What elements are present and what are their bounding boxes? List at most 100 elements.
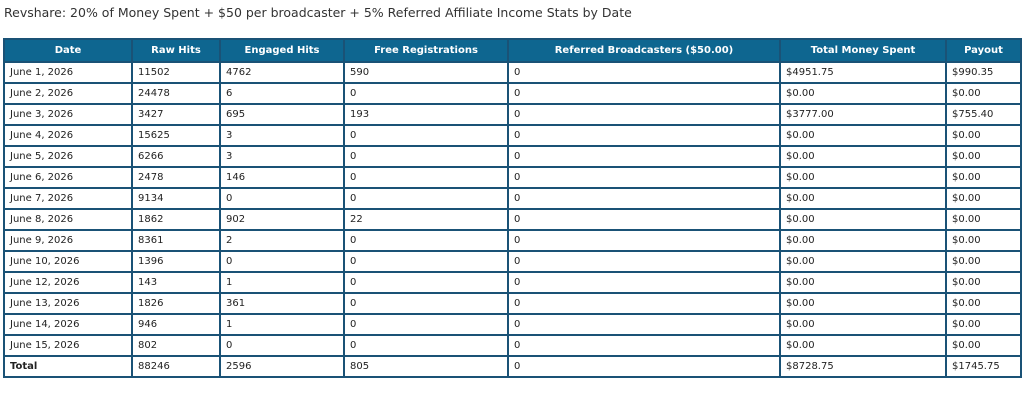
cell-total-money-spent: $3777.00: [779, 103, 947, 126]
cell-date: June 15, 2026: [3, 334, 133, 357]
cell-free-registrations: 0: [343, 166, 509, 189]
cell-raw-hits: 802: [131, 334, 221, 357]
table-row: June 3, 2026 3427 695 193 0 $3777.00 $755.40: [3, 103, 1022, 126]
cell-payout: $0.00: [945, 124, 1022, 147]
table-row: June 6, 2026 2478 146 0 0 $0.00 $0.00: [3, 166, 1022, 189]
cell-engaged-hits: 695: [219, 103, 345, 126]
cell-date: June 2, 2026: [3, 82, 133, 105]
cell-engaged-hits: 3: [219, 124, 345, 147]
column-header-referred-broadcasters: Referred Broadcasters ($50.00): [507, 38, 781, 63]
cell-total-money-spent: $0.00: [779, 250, 947, 273]
cell-referred-broadcasters: 0: [507, 208, 781, 231]
cell-referred-broadcasters: 0: [507, 187, 781, 210]
cell-engaged-hits: 361: [219, 292, 345, 315]
cell-payout: $0.00: [945, 82, 1022, 105]
cell-raw-hits: 1826: [131, 292, 221, 315]
cell-free-registrations: 0: [343, 292, 509, 315]
cell-engaged-hits: 4762: [219, 61, 345, 84]
table-row: June 13, 2026 1826 361 0 0 $0.00 $0.00: [3, 292, 1022, 315]
cell-total-money-spent: $0.00: [779, 187, 947, 210]
table-row: June 9, 2026 8361 2 0 0 $0.00 $0.00: [3, 229, 1022, 252]
total-engaged-hits: 2596: [219, 355, 345, 378]
cell-raw-hits: 9134: [131, 187, 221, 210]
cell-total-money-spent: $0.00: [779, 313, 947, 336]
cell-date: June 13, 2026: [3, 292, 133, 315]
cell-total-money-spent: $0.00: [779, 82, 947, 105]
table-row: June 1, 2026 11502 4762 590 0 $4951.75 $990.35: [3, 61, 1022, 84]
column-header-payout: Payout: [945, 38, 1022, 63]
page-title: Revshare: 20% of Money Spent + $50 per b…: [4, 5, 632, 20]
cell-free-registrations: 0: [343, 229, 509, 252]
cell-total-money-spent: $0.00: [779, 208, 947, 231]
cell-total-money-spent: $0.00: [779, 166, 947, 189]
cell-free-registrations: 0: [343, 187, 509, 210]
cell-free-registrations: 22: [343, 208, 509, 231]
cell-payout: $0.00: [945, 187, 1022, 210]
cell-date: June 14, 2026: [3, 313, 133, 336]
cell-date: June 3, 2026: [3, 103, 133, 126]
cell-total-money-spent: $0.00: [779, 334, 947, 357]
cell-engaged-hits: 3: [219, 145, 345, 168]
cell-referred-broadcasters: 0: [507, 166, 781, 189]
cell-raw-hits: 11502: [131, 61, 221, 84]
cell-raw-hits: 3427: [131, 103, 221, 126]
cell-referred-broadcasters: 0: [507, 103, 781, 126]
cell-date: June 6, 2026: [3, 166, 133, 189]
cell-referred-broadcasters: 0: [507, 250, 781, 273]
cell-referred-broadcasters: 0: [507, 334, 781, 357]
table-row: June 8, 2026 1862 902 22 0 $0.00 $0.00: [3, 208, 1022, 231]
total-row: Total 88246 2596 805 0 $8728.75 $1745.75: [3, 355, 1022, 378]
cell-engaged-hits: 0: [219, 187, 345, 210]
cell-raw-hits: 8361: [131, 229, 221, 252]
table-row: June 7, 2026 9134 0 0 0 $0.00 $0.00: [3, 187, 1022, 210]
cell-engaged-hits: 902: [219, 208, 345, 231]
cell-engaged-hits: 2: [219, 229, 345, 252]
cell-total-money-spent: $0.00: [779, 145, 947, 168]
total-payout: $1745.75: [945, 355, 1022, 378]
column-header-raw-hits: Raw Hits: [131, 38, 221, 63]
cell-raw-hits: 143: [131, 271, 221, 294]
cell-payout: $0.00: [945, 292, 1022, 315]
table-row: June 10, 2026 1396 0 0 0 $0.00 $0.00: [3, 250, 1022, 273]
column-header-engaged-hits: Engaged Hits: [219, 38, 345, 63]
cell-raw-hits: 946: [131, 313, 221, 336]
column-header-date: Date: [3, 38, 133, 63]
cell-free-registrations: 0: [343, 334, 509, 357]
cell-payout: $0.00: [945, 208, 1022, 231]
cell-total-money-spent: $4951.75: [779, 61, 947, 84]
cell-engaged-hits: 1: [219, 271, 345, 294]
table-row: June 2, 2026 24478 6 0 0 $0.00 $0.00: [3, 82, 1022, 105]
cell-raw-hits: 15625: [131, 124, 221, 147]
cell-payout: $0.00: [945, 145, 1022, 168]
table-row: June 5, 2026 6266 3 0 0 $0.00 $0.00: [3, 145, 1022, 168]
cell-free-registrations: 0: [343, 250, 509, 273]
total-label: Total: [3, 355, 133, 378]
cell-payout: $755.40: [945, 103, 1022, 126]
cell-engaged-hits: 0: [219, 334, 345, 357]
column-header-free-registrations: Free Registrations: [343, 38, 509, 63]
cell-date: June 10, 2026: [3, 250, 133, 273]
cell-date: June 8, 2026: [3, 208, 133, 231]
cell-date: June 12, 2026: [3, 271, 133, 294]
cell-engaged-hits: 6: [219, 82, 345, 105]
cell-referred-broadcasters: 0: [507, 292, 781, 315]
cell-total-money-spent: $0.00: [779, 292, 947, 315]
cell-free-registrations: 0: [343, 145, 509, 168]
cell-raw-hits: 6266: [131, 145, 221, 168]
cell-payout: $0.00: [945, 334, 1022, 357]
table-row: June 15, 2026 802 0 0 0 $0.00 $0.00: [3, 334, 1022, 357]
table-row: June 12, 2026 143 1 0 0 $0.00 $0.00: [3, 271, 1022, 294]
table-row: June 14, 2026 946 1 0 0 $0.00 $0.00: [3, 313, 1022, 336]
cell-free-registrations: 590: [343, 61, 509, 84]
stats-table: Date Raw Hits Engaged Hits Free Registra…: [3, 38, 1022, 378]
cell-free-registrations: 193: [343, 103, 509, 126]
cell-engaged-hits: 0: [219, 250, 345, 273]
cell-raw-hits: 24478: [131, 82, 221, 105]
cell-payout: $0.00: [945, 229, 1022, 252]
cell-referred-broadcasters: 0: [507, 82, 781, 105]
total-free-registrations: 805: [343, 355, 509, 378]
table-body: June 1, 2026 11502 4762 590 0 $4951.75 $990.35…: [3, 61, 1022, 357]
cell-date: June 1, 2026: [3, 61, 133, 84]
cell-engaged-hits: 1: [219, 313, 345, 336]
cell-referred-broadcasters: 0: [507, 61, 781, 84]
